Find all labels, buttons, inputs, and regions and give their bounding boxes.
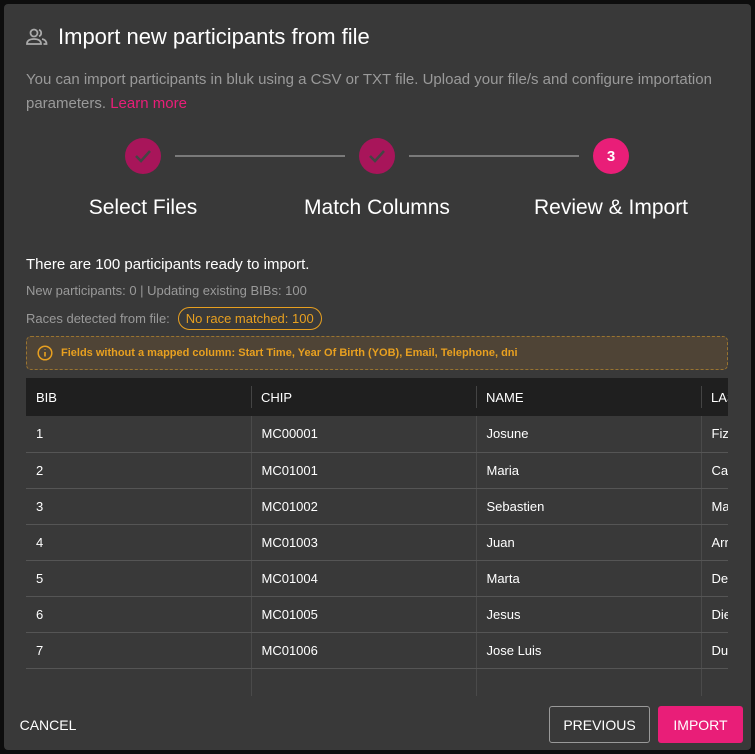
cell-chip: MC01003	[250, 524, 476, 561]
step-connector	[175, 155, 345, 157]
cell-lastname: Arriola Arakistain	[700, 524, 728, 561]
cell-lastname: Fiz Martin	[700, 416, 728, 453]
cell-name: Marta	[475, 560, 701, 597]
empty-cell	[250, 668, 476, 696]
participant-counts: New participants: 0 | Updating existing …	[26, 283, 307, 298]
races-label: Races detected from file:	[26, 311, 170, 326]
cell-bib: 5	[26, 560, 251, 597]
col-name[interactable]: NAME	[476, 378, 701, 416]
ready-count: There are 100 participants ready to impo…	[26, 256, 310, 273]
table-row[interactable]	[26, 668, 728, 696]
dialog-title: Import new participants from file	[26, 24, 370, 50]
step-1-check-icon	[125, 138, 161, 174]
cell-name: Josune	[475, 416, 701, 453]
step-2-check-icon	[359, 138, 395, 174]
cancel-button[interactable]: CANCEL	[19, 716, 77, 733]
table-row[interactable]: 3MC01002SebastienMancera Hidalgo	[26, 488, 728, 525]
col-chip[interactable]: CHIP	[251, 378, 476, 416]
unmapped-fields-warning: Fields without a mapped column: Start Ti…	[26, 336, 728, 370]
cell-chip: MC01005	[250, 596, 476, 633]
cell-bib: 6	[26, 596, 251, 633]
cell-bib: 1	[26, 416, 251, 453]
table-row[interactable]: 4MC01003JuanArriola Arakistain	[26, 524, 728, 561]
cell-chip: MC01006	[250, 632, 476, 669]
import-dialog: Import new participants from file You ca…	[4, 4, 751, 750]
cell-chip: MC01001	[250, 452, 476, 489]
table-header: BIB CHIP NAME LASTNAME	[26, 378, 728, 416]
import-button[interactable]: IMPORT	[658, 706, 743, 743]
cell-bib: 3	[26, 488, 251, 525]
title-text: Import new participants from file	[58, 24, 370, 49]
table-row[interactable]: 6MC01005JesusDiez Gonzalez	[26, 596, 728, 633]
warning-text: Fields without a mapped column: Start Ti…	[61, 347, 518, 359]
cell-lastname: Diez Gonzalez	[700, 596, 728, 633]
cell-chip: MC01002	[250, 488, 476, 525]
step-label-review-import: Review & Import	[533, 196, 689, 219]
cell-chip: MC01004	[250, 560, 476, 597]
description: You can import participants in bluk usin…	[26, 68, 726, 116]
description-text: You can import participants in bluk usin…	[26, 71, 712, 112]
col-bib[interactable]: BIB	[26, 378, 251, 416]
step-label-match-columns: Match Columns	[304, 196, 450, 219]
race-chip: No race matched: 100	[177, 307, 322, 330]
info-icon	[37, 345, 53, 361]
cell-bib: 2	[26, 452, 251, 489]
cell-chip: MC00001	[250, 416, 476, 453]
empty-cell	[700, 668, 728, 696]
cell-name: Jose Luis	[475, 632, 701, 669]
cell-name: Sebastien	[475, 488, 701, 525]
cell-name: Jesus	[475, 596, 701, 633]
learn-more-link[interactable]: Learn more	[110, 95, 187, 112]
step-label-select-files: Select Files	[88, 196, 198, 219]
participants-table[interactable]: BIB CHIP NAME LASTNAME 1MC00001JosuneFiz…	[26, 378, 728, 696]
step-3-number: 3	[593, 138, 629, 174]
empty-cell	[26, 668, 251, 696]
cell-name: Juan	[475, 524, 701, 561]
step-connector	[409, 155, 579, 157]
previous-button[interactable]: PREVIOUS	[549, 706, 650, 743]
cell-bib: 7	[26, 632, 251, 669]
people-icon	[26, 28, 48, 45]
table-row[interactable]: 2MC01001MariaCasasempere	[26, 452, 728, 489]
cell-lastname: Casasempere	[700, 452, 728, 489]
stepper: 3 Select Files Match Columns Review & Im…	[4, 138, 751, 228]
cell-lastname: Del Cerro Olea	[700, 560, 728, 597]
cell-lastname: Mancera Hidalgo	[700, 488, 728, 525]
cell-lastname: Duran Galletero	[700, 632, 728, 669]
table-row[interactable]: 5MC01004MartaDel Cerro Olea	[26, 560, 728, 597]
cell-name: Maria	[475, 452, 701, 489]
col-lastname[interactable]: LASTNAME	[701, 378, 728, 416]
races-detected: Races detected from file: No race matched…	[26, 307, 322, 330]
empty-cell	[475, 668, 701, 696]
cell-bib: 4	[26, 524, 251, 561]
